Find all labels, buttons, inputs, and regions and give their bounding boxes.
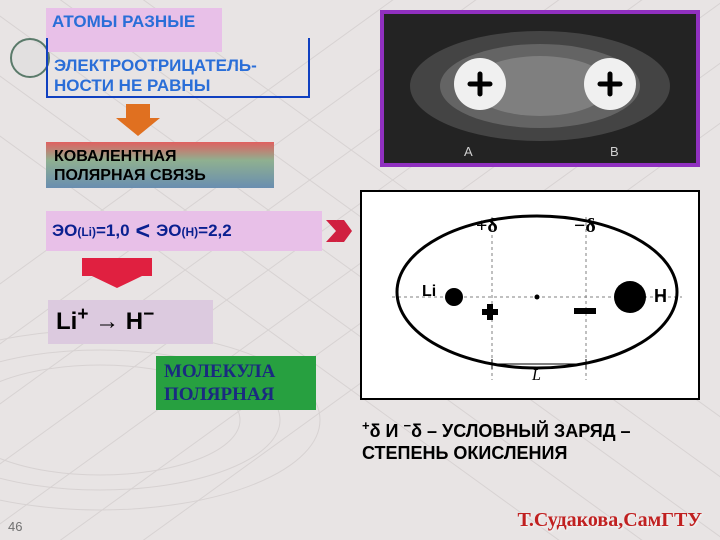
- decor-circle: [10, 38, 50, 78]
- svg-text:+δ: +δ: [476, 215, 498, 237]
- electron-cloud-image: A B: [380, 10, 700, 167]
- covalent-text: КОВАЛЕНТНАЯ ПОЛЯРНАЯ СВЯЗЬ: [54, 148, 206, 184]
- li-charge: +: [77, 304, 88, 325]
- page-number: 46: [8, 519, 22, 534]
- chevron-right-icon: [326, 218, 352, 244]
- dipole-diagram: Li H +δ −δ L: [360, 190, 700, 400]
- delta-caption: +δ И −δ – УСЛОВНЫЙ ЗАРЯД – СТЕПЕНЬ ОКИСЛ…: [362, 420, 692, 464]
- svg-text:B: B: [610, 144, 619, 159]
- eo-h: ЭО(H)=2,2: [156, 216, 232, 247]
- li-symbol: Li: [56, 308, 77, 335]
- atoms-text: АТОМЫ РАЗНЫЕ: [52, 12, 195, 31]
- svg-text:−δ: −δ: [574, 215, 596, 237]
- h-symbol: H: [126, 308, 143, 335]
- covalent-bond-box: КОВАЛЕНТНАЯ ПОЛЯРНАЯ СВЯЗЬ: [46, 142, 274, 188]
- svg-text:A: A: [464, 144, 473, 159]
- slide-content: АТОМЫ РАЗНЫЕ ЭЛЕКТРООТРИЦАТЕЛЬ-НОСТИ НЕ …: [0, 0, 720, 540]
- bond-arrow: →: [95, 308, 119, 335]
- electronegativity-values-box: ЭО(Li)=1,0 < ЭО(H)=2,2: [46, 211, 322, 251]
- eo-li: ЭО(Li)=1,0: [52, 216, 130, 247]
- svg-text:L: L: [531, 367, 541, 384]
- lih-formula-box: Li+ → H−: [48, 300, 213, 344]
- arrow-down-icon: [116, 104, 160, 136]
- footer-credit: Т.Судакова,СамГТУ: [517, 509, 702, 532]
- polar-molecule-box: МОЛЕКУЛА ПОЛЯРНАЯ: [156, 356, 316, 410]
- less-than-op: <: [136, 216, 151, 246]
- svg-text:Li: Li: [422, 283, 436, 300]
- arrow-down-2-icon: [82, 258, 152, 288]
- mol-text: МОЛЕКУЛА ПОЛЯРНАЯ: [164, 361, 275, 405]
- electronegativity-box: ЭЛЕКТРООТРИЦАТЕЛЬ-НОСТИ НЕ РАВНЫ: [46, 38, 310, 98]
- electro-text: ЭЛЕКТРООТРИЦАТЕЛЬ-НОСТИ НЕ РАВНЫ: [54, 56, 257, 95]
- h-charge: −: [143, 304, 154, 325]
- svg-text:H: H: [654, 286, 667, 306]
